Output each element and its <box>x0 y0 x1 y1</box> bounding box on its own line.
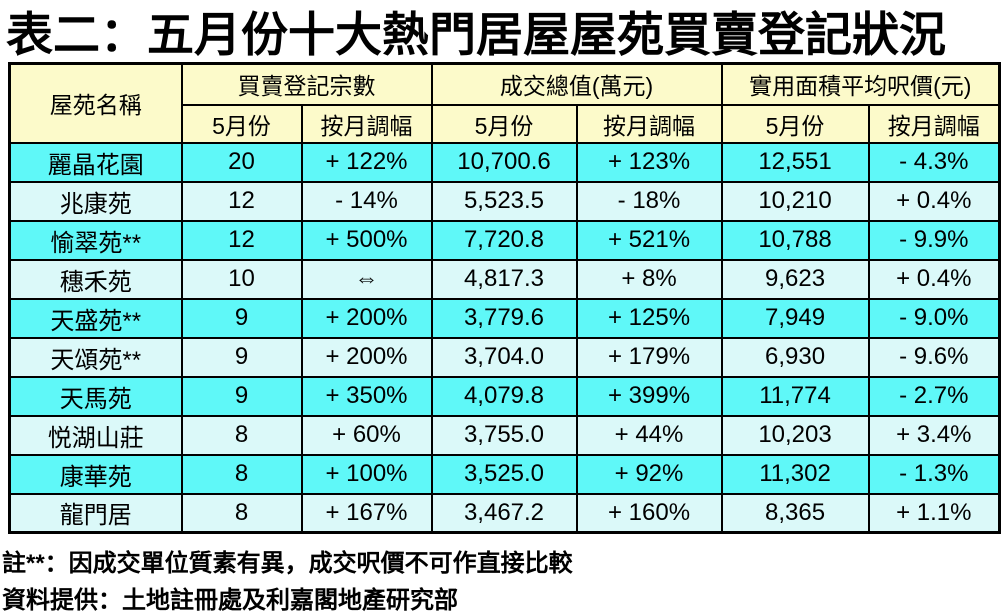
footnote-quality-note: 註**：因成交單位質素有異，成交呎價不可作直接比較 <box>2 550 573 577</box>
value-cell: 9,623 <box>720 258 870 300</box>
group-header-row: 屋苑名稱 買賣登記宗數 成交總值(萬元) 實用面積平均呎價(元) <box>8 62 1001 144</box>
value-cell: 7,949 <box>720 297 870 339</box>
value-cell: 12 <box>180 219 303 261</box>
value-cell: + 399% <box>575 375 723 417</box>
value-cell: - 14% <box>300 180 433 222</box>
table-row: 康華苑 8 + 100% 3,525.0 + 92% 11,302- 1.3% <box>8 453 1001 495</box>
group-header-registrations: 買賣登記宗數 <box>180 62 433 106</box>
value-cell: 10,203 <box>720 414 870 456</box>
value-cell: 3,704.0 <box>430 336 578 378</box>
value-cell: + 1.1% <box>867 492 1001 534</box>
value-cell: - 9.9% <box>867 219 1001 261</box>
value-cell: + 179% <box>575 336 723 378</box>
value-cell: - 4.3% <box>867 141 1001 183</box>
value-cell: + 0.4% <box>867 180 1001 222</box>
value-cell: + 167% <box>300 492 433 534</box>
sub-header-may-3: 5月份 <box>720 103 870 144</box>
value-cell: + 92% <box>575 453 723 495</box>
value-cell: + 123% <box>575 141 723 183</box>
estate-name-cell: 天盛苑** <box>8 297 183 339</box>
table-row: 麗晶花園 20 + 122% 10,700.6 + 123% 12,551- 4.3% <box>8 141 1001 183</box>
value-cell: + 60% <box>300 414 433 456</box>
table-row: 兆康苑 12- 14% 5,523.5- 18% 10,210 + 0.4% <box>8 180 1001 222</box>
value-cell: 9 <box>180 375 303 417</box>
value-cell: - 2.7% <box>867 375 1001 417</box>
estate-name-cell: 龍門居 <box>8 492 183 534</box>
value-cell: 8 <box>180 492 303 534</box>
value-cell: + 0.4% <box>867 258 1001 300</box>
table-row: 天盛苑** 9 + 200% 3,779.6 + 125% 7,949- 9.0% <box>8 297 1001 339</box>
table-body: 麗晶花園 20 + 122% 10,700.6 + 123% 12,551- 4.3% 兆康… <box>8 141 1001 534</box>
sub-header-may-2: 5月份 <box>430 103 578 144</box>
table-row: 龍門居 8 + 167% 3,467.2 + 160% 8,365 + 1.1% <box>8 492 1001 534</box>
value-cell: + 3.4% <box>867 414 1001 456</box>
page-title: 表二：五月份十大熱門居屋屋苑買賣登記狀況 <box>6 8 946 61</box>
value-cell: 10,700.6 <box>430 141 578 183</box>
value-cell: - 9.6% <box>867 336 1001 378</box>
value-cell: 5,523.5 <box>430 180 578 222</box>
table-row: 天頌苑** 9 + 200% 3,704.0 + 179% 6,930- 9.6% <box>8 336 1001 378</box>
value-cell: + 350% <box>300 375 433 417</box>
estate-name-cell: 愉翠苑** <box>8 219 183 261</box>
value-cell: 11,774 <box>720 375 870 417</box>
value-cell: 3,467.2 <box>430 492 578 534</box>
value-cell: 9 <box>180 336 303 378</box>
value-cell: 10,788 <box>720 219 870 261</box>
sub-header-mom-3: 按月調幅 <box>867 103 1001 144</box>
value-cell: ⇔ <box>300 258 433 300</box>
corner-header-cell: 屋苑名稱 <box>8 62 183 144</box>
value-cell: 7,720.8 <box>430 219 578 261</box>
estate-name-cell: 麗晶花園 <box>8 141 183 183</box>
value-cell: 3,525.0 <box>430 453 578 495</box>
value-cell: - 18% <box>575 180 723 222</box>
footnote-source: 資料提供：土地註冊處及利嘉閣地產研究部 <box>2 587 458 613</box>
value-cell: 12 <box>180 180 303 222</box>
value-cell: 12,551 <box>720 141 870 183</box>
estate-name-cell: 天馬苑 <box>8 375 183 417</box>
estate-name-cell: 兆康苑 <box>8 180 183 222</box>
value-cell: 8 <box>180 453 303 495</box>
value-cell: 10,210 <box>720 180 870 222</box>
value-cell: - 9.0% <box>867 297 1001 339</box>
value-cell: 4,817.3 <box>430 258 578 300</box>
group-header-total-value: 成交總值(萬元) <box>430 62 723 106</box>
value-cell: + 122% <box>300 141 433 183</box>
estate-name-cell: 康華苑 <box>8 453 183 495</box>
sub-header-mom-1: 按月調幅 <box>300 103 433 144</box>
table-header: 屋苑名稱 買賣登記宗數 成交總值(萬元) 實用面積平均呎價(元) 5月份 按月調… <box>8 62 1001 144</box>
value-cell: - 1.3% <box>867 453 1001 495</box>
value-cell: + 125% <box>575 297 723 339</box>
value-cell: 9 <box>180 297 303 339</box>
value-cell: 11,302 <box>720 453 870 495</box>
table-row: 天馬苑 9 + 350% 4,079.8 + 399% 11,774- 2.7% <box>8 375 1001 417</box>
value-cell: 3,779.6 <box>430 297 578 339</box>
value-cell: 8,365 <box>720 492 870 534</box>
table-row: 愉翠苑** 12 + 500% 7,720.8 + 521% 10,788- 9.9% <box>8 219 1001 261</box>
value-cell: + 521% <box>575 219 723 261</box>
value-cell: + 500% <box>300 219 433 261</box>
group-header-avg-price: 實用面積平均呎價(元) <box>720 62 1001 106</box>
sub-header-row: 5月份 按月調幅 5月份 按月調幅 5月份 按月調幅 <box>10 103 1001 144</box>
sub-header-mom-2: 按月調幅 <box>575 103 723 144</box>
value-cell: 3,755.0 <box>430 414 578 456</box>
value-cell: 10 <box>180 258 303 300</box>
value-cell: + 200% <box>300 297 433 339</box>
value-cell: + 100% <box>300 453 433 495</box>
value-cell: 4,079.8 <box>430 375 578 417</box>
estate-name-cell: 天頌苑** <box>8 336 183 378</box>
estate-name-cell: 穗禾苑 <box>8 258 183 300</box>
estate-sales-table: 屋苑名稱 買賣登記宗數 成交總值(萬元) 實用面積平均呎價(元) 5月份 按月調… <box>8 62 1002 534</box>
value-cell: 20 <box>180 141 303 183</box>
table-row: 悦湖山莊 8 + 60% 3,755.0 + 44% 10,203 + 3.4% <box>8 414 1001 456</box>
value-cell: + 200% <box>300 336 433 378</box>
value-cell: 6,930 <box>720 336 870 378</box>
value-cell: + 44% <box>575 414 723 456</box>
estate-name-cell: 悦湖山莊 <box>8 414 183 456</box>
value-cell: + 8% <box>575 258 723 300</box>
table-row: 穗禾苑 10 ⇔ 4,817.3 + 8% 9,623 + 0.4% <box>8 258 1001 300</box>
value-cell: + 160% <box>575 492 723 534</box>
sub-header-may-1: 5月份 <box>180 103 303 144</box>
value-cell: 8 <box>180 414 303 456</box>
